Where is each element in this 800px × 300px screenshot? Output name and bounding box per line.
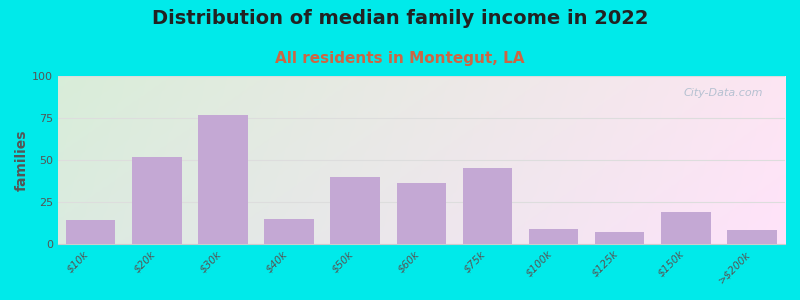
Bar xyxy=(66,220,115,244)
Bar xyxy=(330,177,380,244)
Bar xyxy=(462,168,512,244)
Bar xyxy=(661,212,710,244)
Bar xyxy=(264,219,314,244)
Text: Distribution of median family income in 2022: Distribution of median family income in … xyxy=(152,9,648,28)
Bar xyxy=(397,184,446,244)
Bar xyxy=(529,229,578,244)
Bar xyxy=(198,115,248,244)
Text: All residents in Montegut, LA: All residents in Montegut, LA xyxy=(275,51,525,66)
Bar xyxy=(727,230,777,244)
Text: City-Data.com: City-Data.com xyxy=(684,88,763,98)
Bar xyxy=(595,232,645,244)
Y-axis label: families: families xyxy=(15,129,29,191)
Bar xyxy=(132,157,182,244)
